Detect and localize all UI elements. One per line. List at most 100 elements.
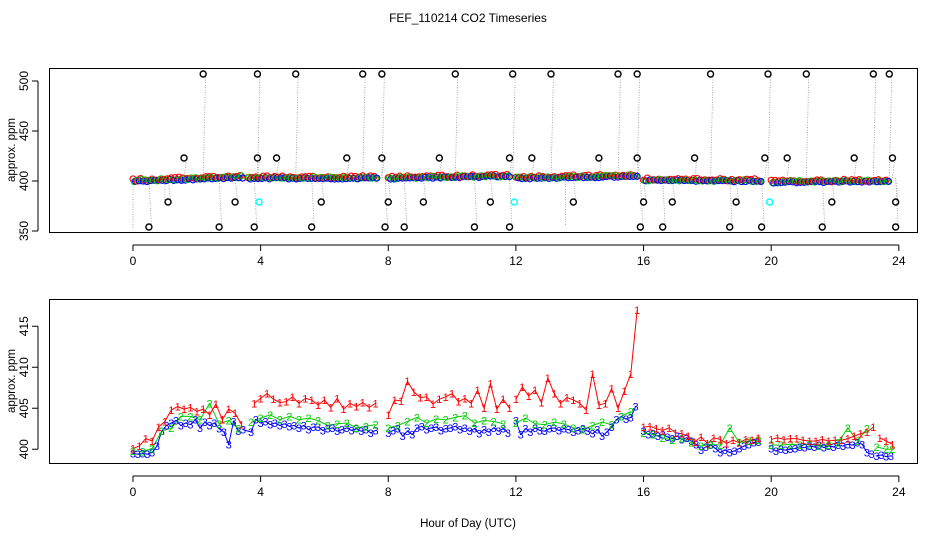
bottom-series-3-marker: 3 [135,449,141,461]
bottom-series-3-marker: 3 [751,438,757,450]
top-outlier-point [384,198,392,206]
bottom-series-2-marker: 2 [522,413,528,425]
bottom-series-2-marker: 2 [452,412,458,424]
bottom-series-3-marker: 3 [883,452,889,464]
bottom-series-3-marker: 3 [447,423,453,435]
bottom-series-2-marker: 2 [778,440,784,452]
bottom-y-tick-label: 400 [17,439,31,459]
bottom-series-1-marker: 1 [672,428,678,440]
bottom-series-3-marker: 3 [471,424,477,436]
bottom-series-3-marker: 3 [613,415,619,427]
top-dotted-spike [311,177,315,228]
bottom-series-3-marker: 3 [727,448,733,460]
bottom-series-3-marker: 3 [395,424,401,436]
bottom-series-2-line [876,446,893,450]
bottom-series-3-marker: 3 [618,411,624,423]
bottom-series-1-marker: 1 [411,387,417,399]
bottom-series-2-marker: 2 [395,420,401,432]
bottom-series-2-marker: 2 [532,419,538,431]
top-y-tick-label: 500 [17,71,31,91]
bottom-series-1-marker: 1 [628,369,634,381]
top-y-tick-label: 350 [17,221,31,241]
bottom-series-2-line [132,402,239,453]
bottom-series-3-marker: 3 [197,423,203,435]
bottom-series-1-line [879,437,893,445]
bottom-series-3-marker: 3 [628,412,634,424]
top-y-tick-label: 450 [17,121,31,141]
top-dotted-spike [872,73,877,179]
top-dotted-spike [694,157,698,179]
top-outlier-point [639,198,648,206]
top-outlier-point [180,154,188,162]
bottom-series-1-marker: 1 [187,402,193,414]
bottom-series-3-marker: 3 [467,426,473,438]
bottom-series-3-marker: 3 [566,425,572,437]
top-point-green [551,173,560,181]
bottom-series-2-marker: 2 [267,410,273,422]
top-point-blue [633,172,641,180]
bottom-series-2-marker: 2 [797,440,803,452]
bottom-series-1-marker: 1 [175,402,181,414]
bottom-series-3-marker: 3 [491,423,497,435]
bottom-series-3-marker: 3 [452,421,458,433]
bottom-series-3-marker: 3 [168,418,174,430]
bottom-series-1-marker: 1 [698,432,704,444]
top-point-green [341,174,349,182]
bottom-series-2-marker: 2 [542,420,548,432]
bottom-series-1-marker: 1 [864,427,870,439]
bottom-series-3-marker: 3 [679,434,685,446]
top-outlier-point [451,70,459,78]
bottom-series-3-marker: 3 [226,439,232,451]
bottom-series-3-marker: 3 [154,441,160,453]
bottom-series-1-marker: 1 [321,395,327,407]
top-point-blue [373,174,381,182]
bottom-series-2-marker: 2 [187,411,193,423]
bottom-series-1-marker: 1 [570,395,576,407]
bottom-series-3-marker: 3 [640,426,646,438]
bottom-series-3-line [876,454,891,458]
bottom-series-1-line [771,426,874,442]
top-dotted-spike [384,177,388,228]
top-ylabel: approx. ppm [6,118,18,182]
bottom-series-3-marker: 3 [830,442,836,454]
top-dotted-spike [509,177,513,228]
bottom-series-2-line [388,415,504,429]
chart-title: FEF_110214 CO2 Timeseries [389,11,547,25]
bottom-series-1-marker: 1 [258,393,264,405]
bottom-series-1-marker: 1 [647,421,653,433]
bottom-series-1-marker: 1 [449,388,455,400]
bottom-series-1-marker: 1 [155,422,161,434]
bottom-series-1-marker: 1 [660,425,666,437]
bottom-series-3-marker: 3 [650,429,656,441]
bottom-series-2-marker: 2 [599,417,605,429]
top-point-blue [212,174,220,183]
top-outlier-point [757,223,766,231]
bottom-series-2-marker: 2 [216,419,222,431]
top-dotted-spike [764,157,768,179]
bottom-series-3-marker: 3 [561,424,567,436]
bottom-series-3-marker: 3 [315,422,321,434]
bottom-series-3-marker: 3 [609,422,615,434]
bottom-series-2-marker: 2 [197,415,203,427]
top-x-tick-label: 12 [509,254,523,268]
top-outlier-point [378,70,386,78]
bottom-ylabel: approx. ppm [6,349,18,413]
bottom-series-1-marker: 1 [838,435,844,447]
bottom-series-1-marker: 1 [877,433,883,445]
bottom-series-3-marker: 3 [755,437,761,449]
top-plot-frame [49,68,918,233]
bottom-series-3-marker: 3 [173,416,179,428]
bottom-series-3-marker: 3 [551,423,557,435]
top-outlier-point [850,154,858,162]
bottom-series-3-marker: 3 [486,427,492,439]
bottom-series-1-line [132,402,242,449]
top-outlier-point [869,70,878,78]
top-outlier-point [292,70,300,78]
top-dotted-spike [234,177,238,203]
bottom-series-1-marker: 1 [392,395,398,407]
bottom-series-1-marker: 1 [538,398,544,410]
bottom-series-2-marker: 2 [226,416,232,428]
bottom-series-3-line [643,430,759,454]
